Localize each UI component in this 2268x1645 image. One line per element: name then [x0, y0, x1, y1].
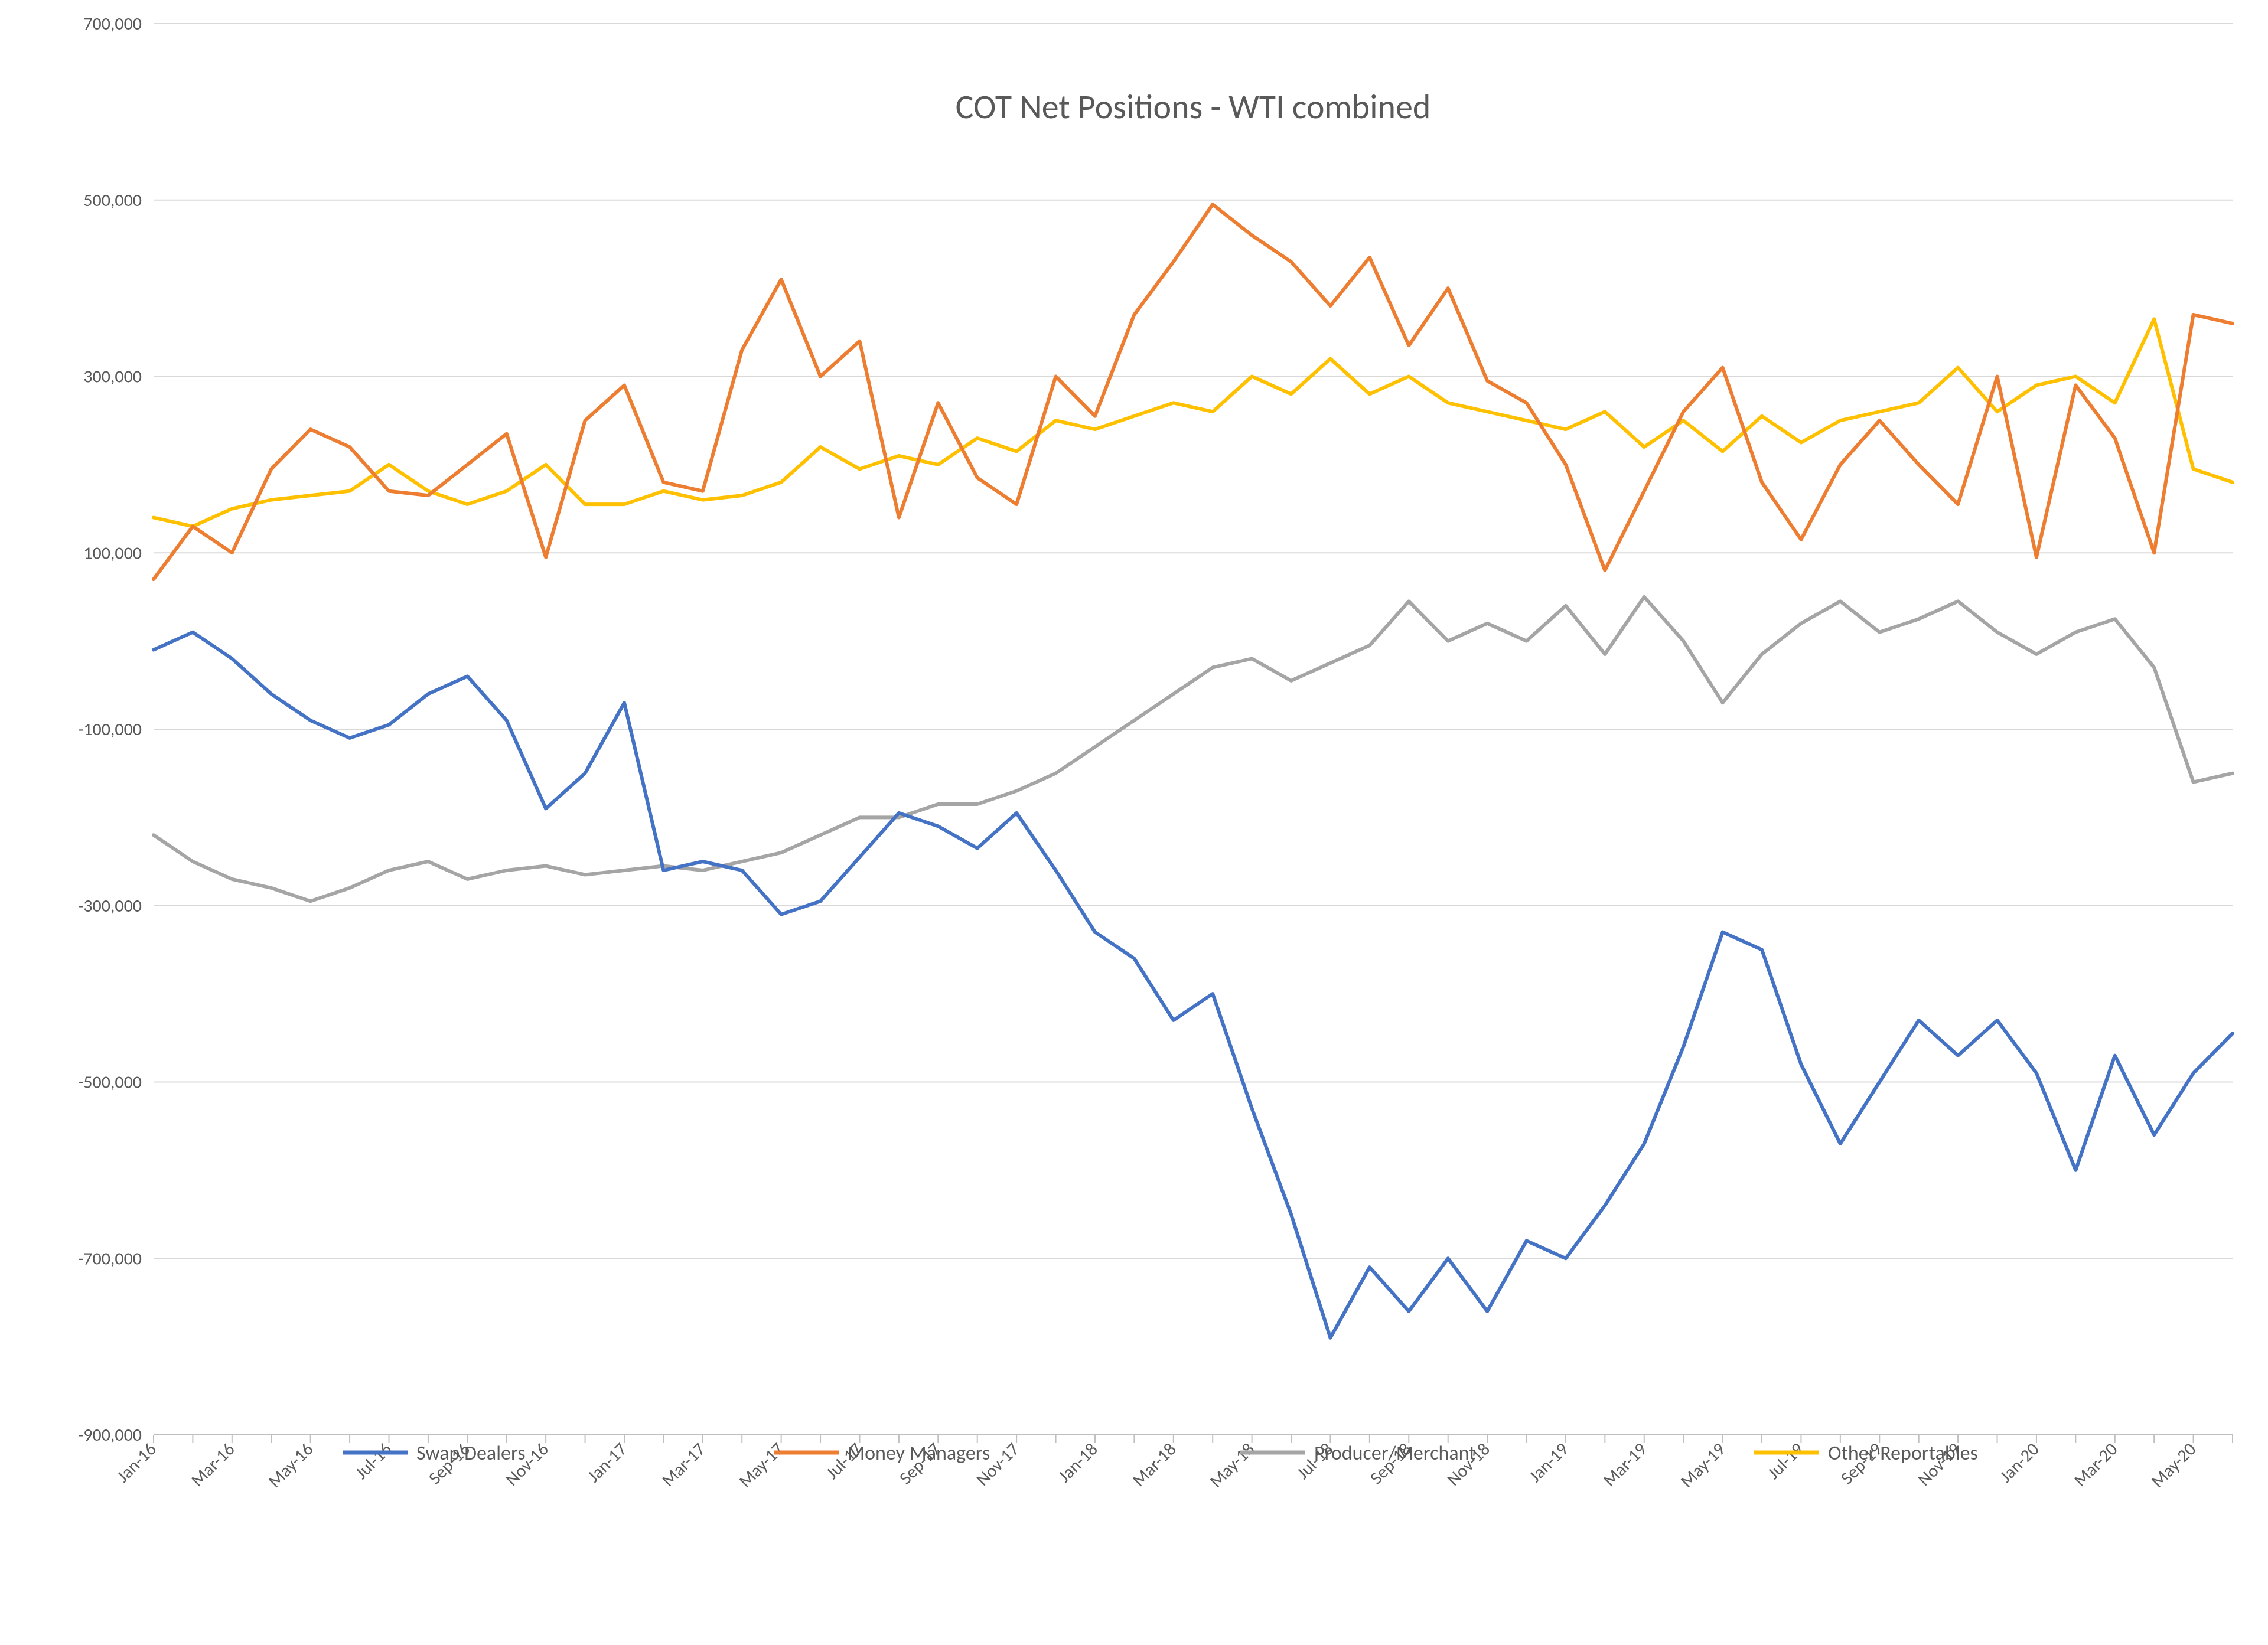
line-chart: -900,000 -700,000 -500,000 -300,000 -100,000…: [0, 0, 2268, 1645]
legend-label: Producer/Merchant: [1314, 1441, 1476, 1466]
chart-title: COT Net Positions - WTI combined: [956, 86, 1431, 128]
y-tick-label: -700,000: [78, 1248, 142, 1269]
legend-label: Money Managers: [848, 1441, 990, 1466]
y-tick-label: -300,000: [78, 895, 142, 917]
legend-label: Swap Dealers: [416, 1441, 526, 1466]
y-tick-label: 100,000: [83, 542, 142, 564]
chart-container: -900,000 -700,000 -500,000 -300,000 -100,000…: [0, 0, 2268, 1645]
y-tick-label: -500,000: [78, 1072, 142, 1094]
y-tick-label: 300,000: [83, 366, 142, 388]
y-tick-label: -900,000: [78, 1424, 142, 1446]
y-tick-label: -100,000: [78, 719, 142, 740]
y-tick-label: 700,000: [83, 13, 142, 35]
y-tick-label: 500,000: [83, 190, 142, 211]
legend-label: Other Reportables: [1828, 1441, 1978, 1466]
